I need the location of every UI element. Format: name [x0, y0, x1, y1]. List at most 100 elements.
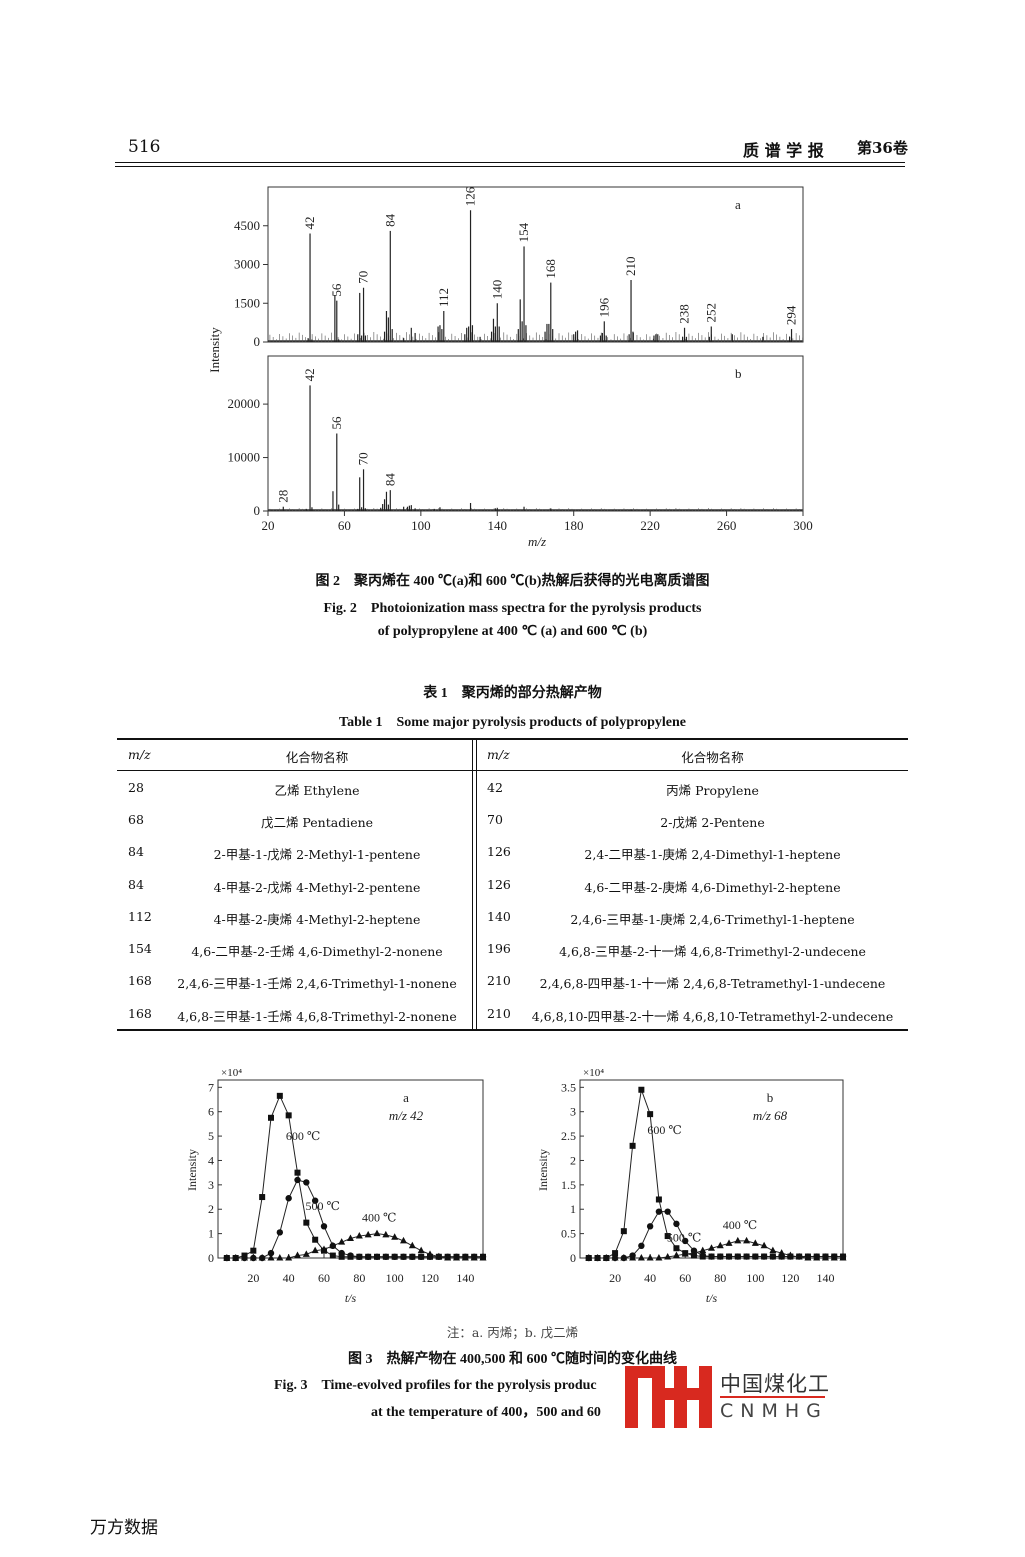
y-axis-label: Intensity: [536, 1149, 550, 1191]
x-tick-label: 60: [318, 1271, 330, 1285]
x-tick-label: 220: [640, 518, 660, 533]
data-point-triangle: [637, 1254, 645, 1261]
plot-frame-b: [267, 355, 804, 512]
data-point-circle: [725, 1253, 733, 1260]
peak-label: 28: [275, 490, 290, 503]
header-mz-2: m/z: [487, 747, 510, 762]
x-tick-label: 120: [781, 1271, 799, 1285]
data-point-square: [338, 1253, 345, 1260]
data-point-triangle: [435, 1252, 443, 1260]
logo-text-cn: 中国煤化工: [720, 1372, 830, 1396]
header-rule-2: [115, 166, 905, 167]
x-tick-label: 260: [717, 518, 737, 533]
data-point-square: [638, 1086, 645, 1093]
footer-source: 万方数据: [90, 1518, 158, 1538]
data-point-triangle: [382, 1230, 390, 1238]
data-point-square: [276, 1092, 283, 1099]
data-point-square: [250, 1247, 257, 1254]
y-tick-label: 3: [570, 1105, 576, 1119]
cell-compound-right: 2-戊烯 2-Pentene: [660, 815, 765, 830]
data-point-triangle: [690, 1249, 698, 1256]
data-point-triangle: [708, 1244, 715, 1251]
data-point-square: [259, 1194, 266, 1201]
data-point-square: [329, 1252, 336, 1259]
data-point-triangle: [699, 1246, 707, 1254]
x-tick-label: 20: [247, 1271, 259, 1285]
data-point-circle: [673, 1220, 680, 1228]
data-point-circle: [743, 1253, 750, 1260]
y-tick-label: 2: [570, 1153, 576, 1167]
data-point-triangle: [821, 1254, 829, 1261]
data-point-square: [620, 1228, 627, 1235]
data-point-circle: [391, 1253, 398, 1260]
table-header-rule: [117, 770, 908, 771]
data-point-triangle: [629, 1254, 637, 1261]
x-tick-label: 80: [714, 1271, 726, 1285]
data-point-circle: [382, 1253, 390, 1260]
data-point-triangle: [338, 1238, 346, 1245]
y-axis-label: Intensity: [185, 1149, 199, 1191]
cell-mz-left: 84: [128, 844, 144, 859]
logo-text-en: CNMHG: [720, 1400, 828, 1422]
data-point-circle: [708, 1253, 715, 1260]
data-point-circle: [267, 1249, 275, 1257]
y-tick-label: 1500: [234, 295, 260, 310]
data-point-triangle: [839, 1254, 847, 1261]
series-label: 400 ℃: [362, 1211, 396, 1225]
figure-3-caption-en-1: Fig. 3 Time-evolved profiles for the pyr…: [274, 1378, 597, 1393]
data-point-triangle: [294, 1251, 301, 1259]
volume: 第36卷: [857, 139, 908, 157]
data-point-triangle: [620, 1254, 628, 1261]
x-tick-label: 140: [488, 518, 508, 533]
y-tick-label: 4500: [234, 218, 260, 233]
data-point-triangle: [743, 1236, 751, 1244]
x-axis-label: t/s: [345, 1291, 357, 1305]
panel-label-b: b: [735, 366, 742, 381]
data-point-square: [285, 1112, 292, 1119]
cell-mz-left: 168: [128, 1006, 152, 1021]
figure-2-caption-en-2: of polypropylene at 400 ℃ (a) and 600 ℃ …: [377, 624, 648, 639]
cell-mz-left: 112: [128, 909, 152, 924]
cell-compound-right: 4,6,8,10-四甲基-2-十一烯 4,6,8,10-Tetramethyl-…: [531, 1009, 894, 1024]
data-point-circle: [417, 1253, 425, 1260]
data-point-square: [312, 1236, 319, 1243]
series-line-triangle: [226, 1233, 483, 1259]
peak-label: 210: [623, 257, 638, 277]
series-line-triangle: [588, 1240, 843, 1259]
plot-frame-b: [579, 1079, 844, 1259]
table-bottom-rule: [117, 1029, 908, 1031]
data-point-triangle: [347, 1234, 354, 1241]
data-point-square: [647, 1111, 654, 1118]
table-row: 84 2-甲基-1-戊烯 2-Methyl-1-pentene 126 2,4-二甲基…: [117, 844, 908, 864]
data-point-triangle: [681, 1250, 689, 1257]
watermark-logo: 中国煤化工 CNMHG: [622, 1366, 832, 1428]
cell-mz-left: 154: [128, 941, 152, 956]
series-line-circle: [588, 1211, 843, 1259]
table-row: 112 4-甲基-2-庚烯 4-Methyl-2-heptene 140 2,4,6-…: [117, 909, 908, 929]
data-point-triangle: [470, 1254, 478, 1261]
data-point-triangle: [329, 1241, 337, 1249]
y-tick-label: 3: [208, 1178, 214, 1192]
cell-compound-left: 4-甲基-2-戊烯 4-Methyl-2-pentene: [213, 880, 421, 895]
plot-frame-a: [267, 186, 804, 343]
data-point-triangle: [391, 1233, 399, 1240]
peak-label: 56: [329, 283, 344, 297]
x-axis-label: m/z: [528, 534, 546, 549]
y-tick-label: 2: [208, 1202, 214, 1216]
table-top-rule: [117, 738, 908, 740]
data-point-circle: [769, 1253, 777, 1260]
logo-divider: [720, 1396, 825, 1398]
annotation-mz: m/z 42: [389, 1108, 424, 1123]
x-tick-label: 20: [609, 1271, 621, 1285]
data-point-triangle: [778, 1249, 786, 1256]
plot-frame-a: [217, 1079, 484, 1259]
data-point-circle: [760, 1253, 768, 1260]
data-point-triangle: [602, 1254, 610, 1261]
y-tick-label: 0: [570, 1251, 576, 1265]
y-tick-label: 2.5: [561, 1129, 576, 1143]
peak-label: 294: [784, 305, 799, 325]
data-point-triangle: [453, 1254, 460, 1261]
y-tick-label: 1.5: [561, 1178, 576, 1192]
data-point-triangle: [320, 1245, 328, 1252]
